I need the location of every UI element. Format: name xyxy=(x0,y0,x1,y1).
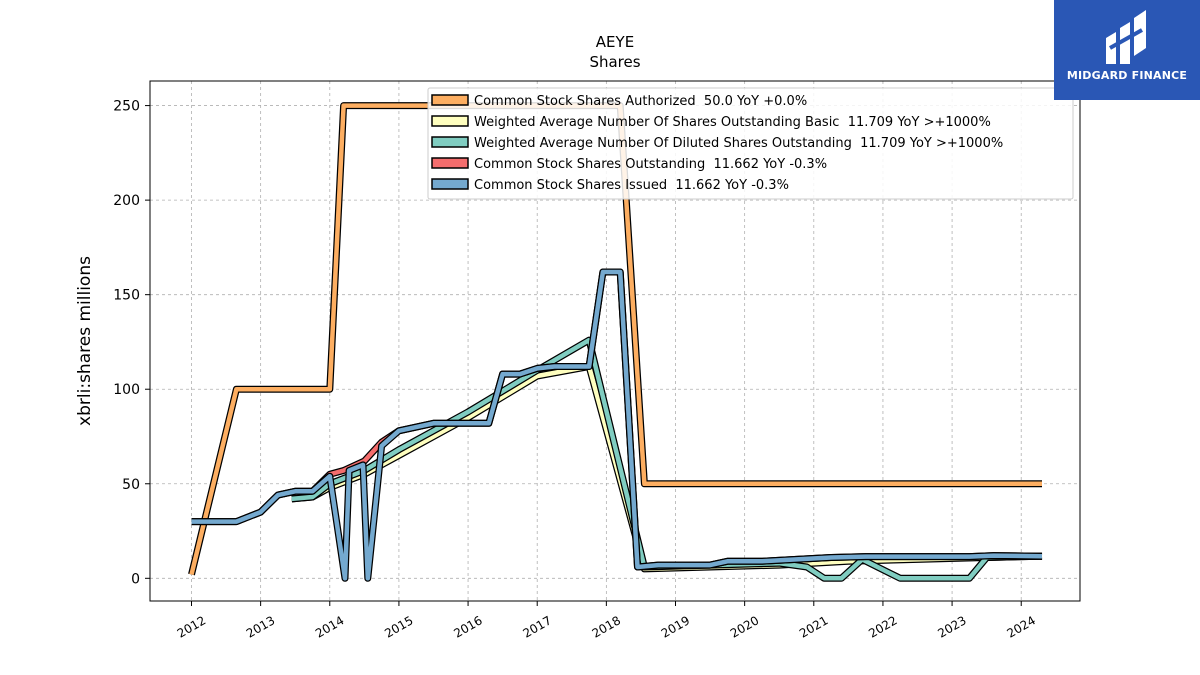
series-line-0 xyxy=(189,103,1042,576)
x-tick-label: 2018 xyxy=(590,613,623,640)
y-axis-label: xbrli:shares millions xyxy=(75,256,95,426)
legend-label: Common Stock Shares Issued 11.662 YoY -0… xyxy=(474,178,789,193)
y-tick-label: 200 xyxy=(113,193,140,209)
y-tick-label: 150 xyxy=(113,288,140,304)
series-outline-2 xyxy=(291,336,1043,582)
legend-box xyxy=(427,87,1074,200)
logo-text: MIDGARD FINANCE xyxy=(1066,69,1188,82)
x-tick-label: 2013 xyxy=(244,613,277,640)
series-outline-4 xyxy=(191,268,1043,582)
x-tick-label: 2012 xyxy=(175,613,208,640)
x-tick-label: 2021 xyxy=(797,613,830,640)
series-line-3 xyxy=(191,269,1043,570)
legend-label: Common Stock Shares Outstanding 11.662 Y… xyxy=(474,157,827,172)
x-tick-label: 2023 xyxy=(935,613,968,640)
logo-mark-icon xyxy=(1106,10,1146,64)
legend: Common Stock Shares Authorized 50.0 YoY … xyxy=(427,87,1074,200)
legend-label: Weighted Average Number Of Shares Outsta… xyxy=(474,115,991,130)
series-line-1 xyxy=(291,364,1043,572)
x-tick-label: 2014 xyxy=(313,613,346,640)
legend-swatch xyxy=(431,115,469,127)
x-tick-label: 2019 xyxy=(659,613,692,640)
series-outline-3 xyxy=(191,268,1043,571)
x-tick-label: 2022 xyxy=(866,613,899,640)
y-tick-label: 0 xyxy=(131,571,140,587)
plot-frame xyxy=(149,80,1081,602)
series-line-4 xyxy=(191,269,1043,581)
x-tick-label: 2016 xyxy=(451,613,484,640)
y-tick-label: 100 xyxy=(113,382,140,398)
series-outline-1 xyxy=(291,363,1043,573)
legend-label: Weighted Average Number Of Diluted Share… xyxy=(474,136,1003,151)
y-tick-label: 250 xyxy=(113,99,140,115)
y-tick-label: 50 xyxy=(122,477,140,493)
series-line-2 xyxy=(291,337,1043,581)
x-tick-label: 2017 xyxy=(520,613,553,640)
chart-title: AEYE xyxy=(596,33,634,51)
x-tick-label: 2020 xyxy=(728,613,761,640)
legend-label: Common Stock Shares Authorized 50.0 YoY … xyxy=(474,94,807,109)
chart-subtitle: Shares xyxy=(589,53,640,71)
series-layer xyxy=(188,102,1043,582)
legend-swatch xyxy=(431,136,469,148)
x-tick-label: 2015 xyxy=(382,613,415,640)
x-tick-label: 2024 xyxy=(1004,613,1037,640)
midgard-finance-logo: MIDGARD FINANCE xyxy=(1054,0,1200,100)
legend-swatch xyxy=(431,94,469,106)
legend-swatch xyxy=(431,157,469,169)
legend-swatch xyxy=(431,178,469,190)
